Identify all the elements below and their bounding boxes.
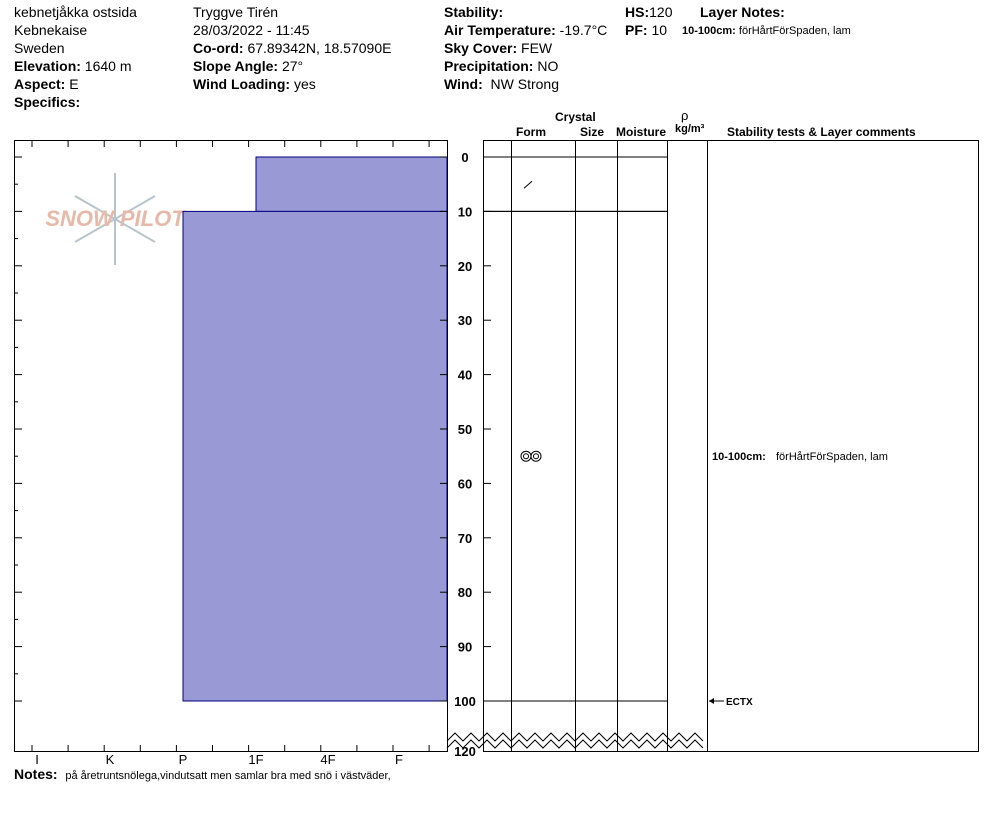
- location-name: kebnetjåkka ostsida: [14, 4, 137, 20]
- stability-comments-header: Stability tests & Layer comments: [727, 125, 916, 139]
- hardness-tick-label: I: [35, 752, 39, 767]
- depth-tick-label: 70: [458, 531, 472, 546]
- depth-tick-label: 90: [458, 640, 472, 655]
- stability-test-result: ECTX: [726, 697, 753, 708]
- specifics-label: Specifics:: [14, 94, 81, 110]
- region-name: Kebnekaise: [14, 22, 88, 38]
- form-header: Form: [516, 125, 546, 139]
- notes: Notes: på åretruntsnölega,vindutsatt men…: [14, 766, 391, 782]
- penetration-foot: PF: 10: [625, 22, 668, 38]
- snow-height: HS:120: [625, 4, 673, 20]
- snowpilot-logo: SNOW PILOT: [45, 172, 186, 266]
- density-unit: kg/m³: [675, 123, 705, 135]
- hardness-tick-label: 4F: [320, 752, 335, 767]
- depth-tick-label: 10: [458, 204, 472, 219]
- depth-tick-label: 120: [454, 744, 476, 759]
- hardness-tick-label: F: [395, 752, 403, 767]
- grain-form-melt-forms: [520, 450, 542, 462]
- slope-angle: Slope Angle: 27°: [193, 58, 304, 74]
- logo-text: SNOW PILOT: [45, 206, 186, 231]
- layer-note: 10-100cm: förHårtFörSpaden, lam: [682, 25, 851, 37]
- depth-tick-label: 100: [454, 694, 476, 709]
- hardness-plot-frame: [14, 140, 448, 752]
- hardness-layer-1: [182, 210, 448, 702]
- depth-tick-label: 20: [458, 259, 472, 274]
- depth-tick-label: 30: [458, 313, 472, 328]
- wind-loading: Wind Loading: yes: [193, 76, 316, 92]
- crystal-header: Crystal: [555, 110, 596, 124]
- layer-notes-label: Layer Notes:: [700, 4, 785, 20]
- stability-label: Stability:: [444, 4, 504, 20]
- depth-tick-label: 40: [458, 368, 472, 383]
- depth-break-zigzag-lower: [446, 739, 704, 749]
- hardness-tick-label: 1F: [248, 752, 263, 767]
- depth-tick-label: 50: [458, 422, 472, 437]
- depth-tick-label: 80: [458, 585, 472, 600]
- hardness-tick-label: P: [179, 752, 188, 767]
- stability-test-arrowhead: [709, 698, 714, 704]
- coordinates: Co-ord: 67.89342N, 18.57090E: [193, 40, 392, 56]
- country-name: Sweden: [14, 40, 65, 56]
- elevation: Elevation: 1640 m: [14, 58, 132, 74]
- depth-tick-label: 60: [458, 476, 472, 491]
- air-temperature: Air Temperature: -19.7°C: [444, 22, 608, 38]
- hardness-layer-0: [255, 156, 448, 212]
- depth-tick-label: 0: [461, 150, 468, 165]
- size-header: Size: [580, 125, 605, 139]
- layer-comment-range: 10-100cm:: [712, 451, 766, 463]
- hardness-tick-label: K: [106, 752, 115, 767]
- sky-cover: Sky Cover: FEW: [444, 40, 553, 56]
- wind: Wind: NW Strong: [444, 76, 559, 92]
- layer-comment-text: förHårtFörSpaden, lam: [776, 451, 888, 463]
- observer-name: Tryggve Tirén: [193, 4, 279, 20]
- aspect: Aspect: E: [14, 76, 79, 92]
- precipitation: Precipitation: NO: [444, 58, 559, 74]
- density-symbol: ρ: [681, 108, 689, 123]
- depth-break-zigzag-upper: [446, 732, 704, 742]
- observation-datetime: 28/03/2022 - 11:45: [193, 22, 310, 38]
- moisture-header: Moisture: [616, 125, 667, 139]
- grain-form-decomposing-fragments: [523, 180, 533, 189]
- profile-table-frame: [483, 140, 979, 752]
